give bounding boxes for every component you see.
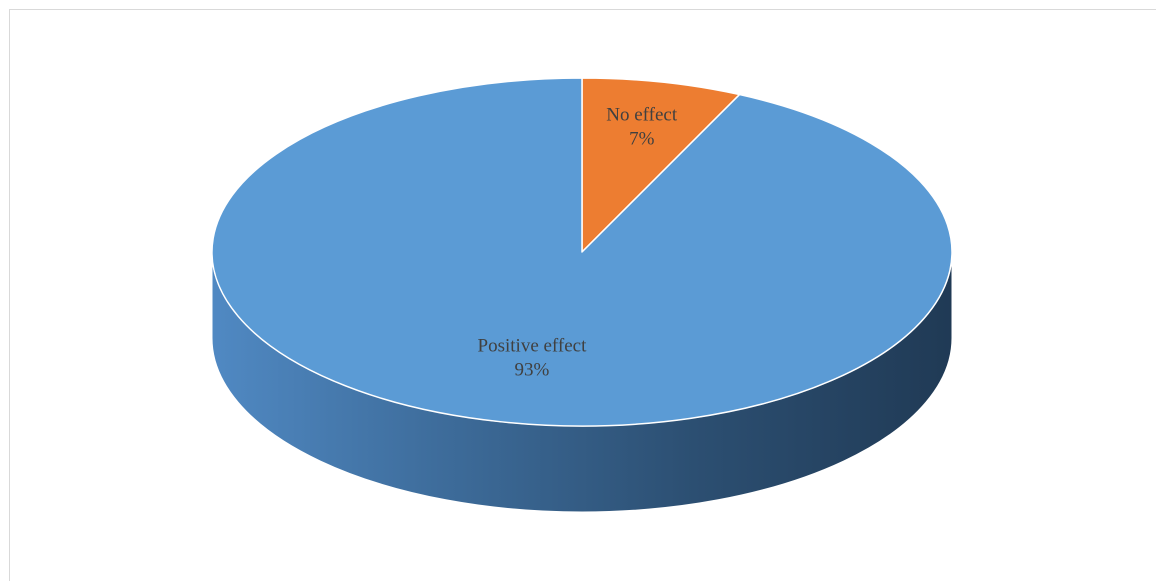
data-label-value-no-effect: 7%	[629, 128, 655, 149]
data-label-value-positive-effect: 93%	[515, 359, 550, 380]
data-label-name-no-effect: No effect	[606, 104, 678, 125]
pie-labels: No effect 7% Positive effect 93%	[478, 104, 678, 380]
data-label-name-positive-effect: Positive effect	[478, 335, 588, 356]
pie-slice-positive-effect	[211, 77, 953, 427]
pie-top-face	[211, 77, 953, 427]
pie-slice-no-effect	[581, 77, 741, 253]
